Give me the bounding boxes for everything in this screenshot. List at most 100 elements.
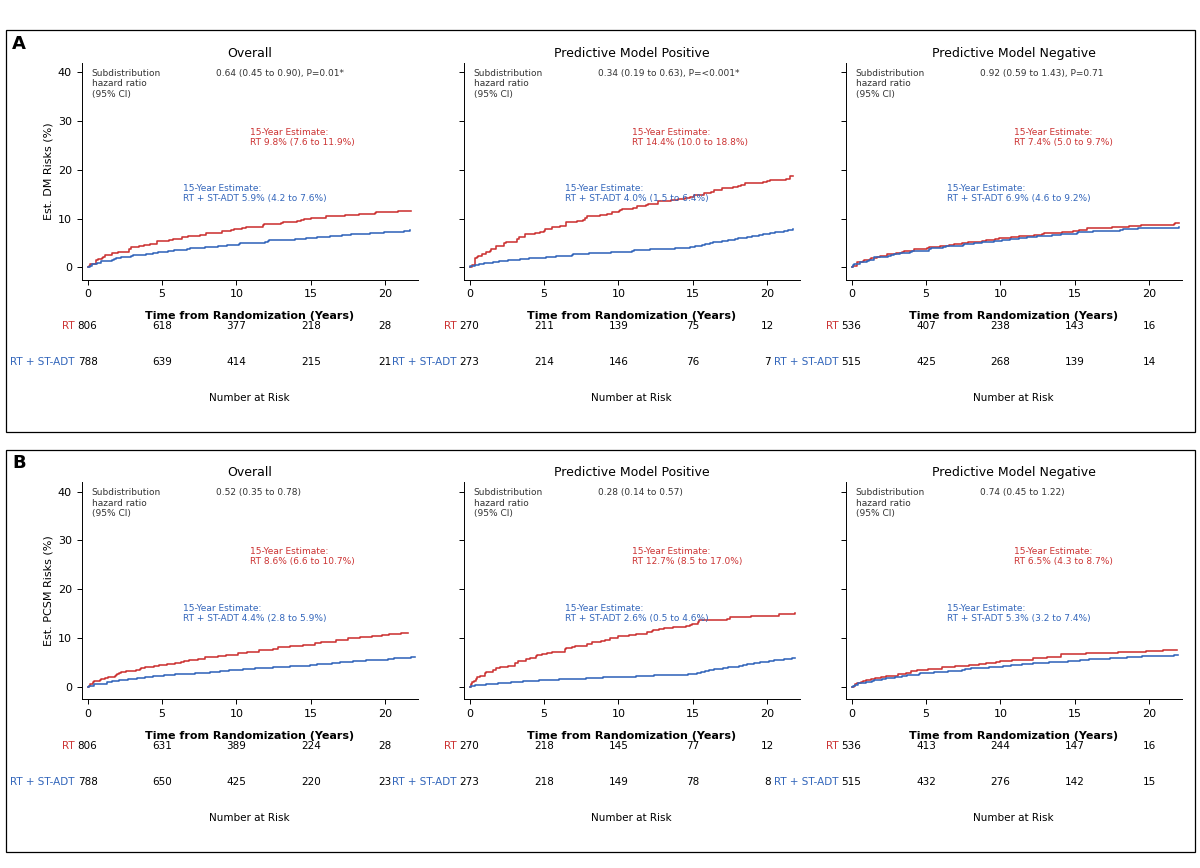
Text: Time from Randomization (Years): Time from Randomization (Years) [910, 731, 1118, 740]
Text: 618: 618 [152, 321, 172, 331]
Title: Overall: Overall [227, 47, 272, 60]
Text: 15-Year Estimate:
RT 7.4% (5.0 to 9.7%): 15-Year Estimate: RT 7.4% (5.0 to 9.7%) [1014, 128, 1112, 147]
Y-axis label: Est. DM Risks (%): Est. DM Risks (%) [43, 122, 54, 220]
Text: 15-Year Estimate:
RT + ST-ADT 5.9% (4.2 to 7.6%): 15-Year Estimate: RT + ST-ADT 5.9% (4.2 … [182, 184, 326, 203]
Text: 15: 15 [1142, 777, 1156, 787]
Text: 149: 149 [608, 777, 629, 787]
Text: Number at Risk: Number at Risk [592, 813, 672, 823]
Text: RT + ST-ADT: RT + ST-ADT [774, 777, 839, 787]
Text: Subdistribution
hazard ratio
(95% CI): Subdistribution hazard ratio (95% CI) [856, 489, 925, 518]
Text: 23: 23 [379, 777, 392, 787]
Text: 244: 244 [990, 740, 1010, 751]
Text: 276: 276 [990, 777, 1010, 787]
Text: 16: 16 [1142, 740, 1156, 751]
Text: Subdistribution
hazard ratio
(95% CI): Subdistribution hazard ratio (95% CI) [91, 489, 161, 518]
Text: RT: RT [444, 740, 456, 751]
Text: 12: 12 [761, 321, 774, 331]
Text: Time from Randomization (Years): Time from Randomization (Years) [145, 731, 354, 740]
Text: RT + ST-ADT: RT + ST-ADT [10, 777, 74, 787]
Text: 536: 536 [841, 321, 862, 331]
Text: 0.74 (0.45 to 1.22): 0.74 (0.45 to 1.22) [980, 489, 1064, 497]
Text: 220: 220 [301, 777, 320, 787]
Text: Subdistribution
hazard ratio
(95% CI): Subdistribution hazard ratio (95% CI) [91, 69, 161, 99]
Text: 78: 78 [686, 777, 700, 787]
Text: 389: 389 [227, 740, 246, 751]
Text: 218: 218 [534, 740, 554, 751]
Text: RT + ST-ADT: RT + ST-ADT [392, 357, 456, 367]
Title: Predictive Model Negative: Predictive Model Negative [932, 47, 1096, 60]
Text: 788: 788 [78, 357, 97, 367]
Text: 650: 650 [152, 777, 172, 787]
Text: 414: 414 [227, 357, 246, 367]
Y-axis label: Est. PCSM Risks (%): Est. PCSM Risks (%) [43, 536, 54, 646]
Text: Subdistribution
hazard ratio
(95% CI): Subdistribution hazard ratio (95% CI) [474, 69, 542, 99]
Text: 631: 631 [152, 740, 172, 751]
Text: 806: 806 [78, 321, 97, 331]
Text: 218: 218 [534, 777, 554, 787]
Text: Number at Risk: Number at Risk [592, 393, 672, 403]
Text: 15-Year Estimate:
RT + ST-ADT 2.6% (0.5 to 4.6%): 15-Year Estimate: RT + ST-ADT 2.6% (0.5 … [564, 603, 708, 623]
Text: 238: 238 [990, 321, 1010, 331]
Text: 413: 413 [916, 740, 936, 751]
Text: 214: 214 [534, 357, 554, 367]
Text: 15-Year Estimate:
RT + ST-ADT 4.0% (1.5 to 6.4%): 15-Year Estimate: RT + ST-ADT 4.0% (1.5 … [564, 184, 708, 203]
Title: Predictive Model Negative: Predictive Model Negative [932, 466, 1096, 479]
Text: 0.34 (0.19 to 0.63), P=<0.001*: 0.34 (0.19 to 0.63), P=<0.001* [598, 69, 739, 78]
Text: RT + ST-ADT: RT + ST-ADT [774, 357, 839, 367]
Text: 15-Year Estimate:
RT 14.4% (10.0 to 18.8%): 15-Year Estimate: RT 14.4% (10.0 to 18.8… [632, 128, 748, 147]
Text: 215: 215 [301, 357, 320, 367]
Text: Time from Randomization (Years): Time from Randomization (Years) [527, 311, 737, 320]
Text: 145: 145 [608, 740, 629, 751]
Text: 211: 211 [534, 321, 554, 331]
Text: 14: 14 [1142, 357, 1156, 367]
Text: 432: 432 [916, 777, 936, 787]
Text: 0.28 (0.14 to 0.57): 0.28 (0.14 to 0.57) [598, 489, 683, 497]
Text: 0.92 (0.59 to 1.43), P=0.71: 0.92 (0.59 to 1.43), P=0.71 [980, 69, 1104, 78]
Text: 270: 270 [460, 740, 480, 751]
Text: 15-Year Estimate:
RT + ST-ADT 4.4% (2.8 to 5.9%): 15-Year Estimate: RT + ST-ADT 4.4% (2.8 … [182, 603, 326, 623]
Text: Subdistribution
hazard ratio
(95% CI): Subdistribution hazard ratio (95% CI) [856, 69, 925, 99]
Text: RT: RT [826, 321, 839, 331]
Text: 425: 425 [916, 357, 936, 367]
Text: 218: 218 [301, 321, 320, 331]
Text: 270: 270 [460, 321, 480, 331]
Text: RT + ST-ADT: RT + ST-ADT [10, 357, 74, 367]
Text: 146: 146 [608, 357, 629, 367]
Text: 15-Year Estimate:
RT 6.5% (4.3 to 8.7%): 15-Year Estimate: RT 6.5% (4.3 to 8.7%) [1014, 547, 1112, 567]
Text: 8: 8 [764, 777, 770, 787]
Text: 407: 407 [916, 321, 936, 331]
Text: 515: 515 [841, 777, 862, 787]
Text: Time from Randomization (Years): Time from Randomization (Years) [527, 731, 737, 740]
Text: RT: RT [61, 740, 74, 751]
Text: RT: RT [444, 321, 456, 331]
Text: 139: 139 [1064, 357, 1085, 367]
Title: Predictive Model Positive: Predictive Model Positive [554, 466, 709, 479]
Text: 15-Year Estimate:
RT + ST-ADT 6.9% (4.6 to 9.2%): 15-Year Estimate: RT + ST-ADT 6.9% (4.6 … [947, 184, 1090, 203]
Text: Number at Risk: Number at Risk [973, 813, 1054, 823]
Text: RT: RT [61, 321, 74, 331]
Text: RT: RT [826, 740, 839, 751]
Text: 143: 143 [1064, 321, 1085, 331]
Text: 0.52 (0.35 to 0.78): 0.52 (0.35 to 0.78) [216, 489, 301, 497]
Text: 273: 273 [460, 777, 480, 787]
Text: 142: 142 [1064, 777, 1085, 787]
Text: Time from Randomization (Years): Time from Randomization (Years) [910, 311, 1118, 320]
Text: 12: 12 [761, 740, 774, 751]
Text: 75: 75 [686, 321, 700, 331]
Text: 15-Year Estimate:
RT + ST-ADT 5.3% (3.2 to 7.4%): 15-Year Estimate: RT + ST-ADT 5.3% (3.2 … [947, 603, 1090, 623]
Text: 77: 77 [686, 740, 700, 751]
Text: 224: 224 [301, 740, 320, 751]
Text: 268: 268 [990, 357, 1010, 367]
Text: 425: 425 [227, 777, 246, 787]
Text: 0.64 (0.45 to 0.90), P=0.01*: 0.64 (0.45 to 0.90), P=0.01* [216, 69, 344, 78]
Text: 15-Year Estimate:
RT 8.6% (6.6 to 10.7%): 15-Year Estimate: RT 8.6% (6.6 to 10.7%) [250, 547, 354, 567]
Text: 377: 377 [227, 321, 246, 331]
Text: A: A [12, 35, 26, 53]
Text: 536: 536 [841, 740, 862, 751]
Text: 515: 515 [841, 357, 862, 367]
Text: 76: 76 [686, 357, 700, 367]
Text: 7: 7 [764, 357, 770, 367]
Text: 139: 139 [608, 321, 629, 331]
Text: 21: 21 [379, 357, 392, 367]
Text: Number at Risk: Number at Risk [210, 813, 290, 823]
